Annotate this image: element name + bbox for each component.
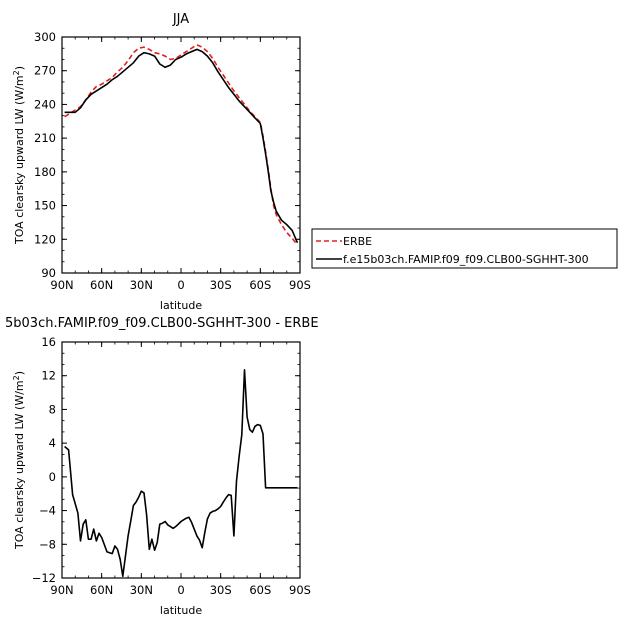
y-tick-label: 90 [41,266,56,280]
y-tick-label: 8 [49,402,56,416]
legend-entry-model: f.e15b03ch.FAMIP.f09_f09.CLB00-SGHHT-300 [343,253,589,266]
top-x-ticks: 90N 60N 30N 0 30S 60S 90S [50,37,311,292]
top-panel: JJA 90N 60N 30N 0 30S 60S 90S 90 120 150 180 210 24… [12,12,311,312]
x-tick-label: 30N [130,278,153,292]
x-tick-label: 30S [210,278,232,292]
y-tick-label: −8 [39,537,56,551]
x-tick-label: 90N [50,583,73,597]
bottom-x-ticks: 90N 60N 30N 0 30S 60S 90S [50,342,311,597]
y-tick-label: 4 [49,436,56,450]
y-tick-label: 16 [41,335,56,349]
x-tick-label: 60N [90,583,113,597]
top-y-ticks: 90 120 150 180 210 240 270 300 [34,30,300,280]
bottom-y-ticks: −12 −8 −4 0 4 8 12 16 [32,335,300,585]
y-tick-label: 240 [34,97,56,111]
x-tick-label: 30N [130,583,153,597]
y-tick-label: 150 [34,199,56,213]
x-tick-label: 0 [177,278,184,292]
y-tick-label: 300 [34,30,56,44]
y-tick-label: 210 [34,131,56,145]
bottom-chart-title: 5b03ch.FAMIP.f09_f09.CLB00-SGHHT-300 - E… [5,316,319,331]
x-tick-label: 60N [90,278,113,292]
legend: ERBE f.e15b03ch.FAMIP.f09_f09.CLB00-SGHH… [311,228,618,269]
series-line-0-0 [64,44,299,246]
x-tick-label: 90S [289,583,311,597]
bottom-panel: 5b03ch.FAMIP.f09_f09.CLB00-SGHHT-300 - E… [5,316,319,617]
bottom-x-axis-label: latitude [160,604,202,617]
legend-entry-erbe: ERBE [343,235,372,248]
y-tick-label: 270 [34,64,56,78]
x-tick-label: 60S [249,278,271,292]
bottom-series [64,368,298,578]
bottom-y-axis-label: TOA clearsky upward LW (W/m2) [12,371,26,550]
y-tick-label: 180 [34,165,56,179]
top-y-axis-label: TOA clearsky upward LW (W/m2) [12,66,26,245]
top-plot-frame [61,36,301,274]
y-tick-label: −12 [32,571,56,585]
x-tick-label: 90N [50,278,73,292]
y-tick-label: 120 [34,232,56,246]
y-tick-label: 0 [49,470,56,484]
legend-box [311,228,618,269]
series-line-0-1 [64,48,299,244]
top-series [64,44,299,246]
x-tick-label: 0 [177,583,184,597]
x-tick-label: 30S [210,583,232,597]
y-tick-label: 12 [41,369,56,383]
x-tick-label: 90S [289,278,311,292]
top-x-axis-label: latitude [160,299,202,312]
y-tick-label: −4 [39,504,56,518]
top-chart-title: JJA [172,12,189,27]
series-line-1-0 [64,368,298,578]
x-tick-label: 60S [249,583,271,597]
